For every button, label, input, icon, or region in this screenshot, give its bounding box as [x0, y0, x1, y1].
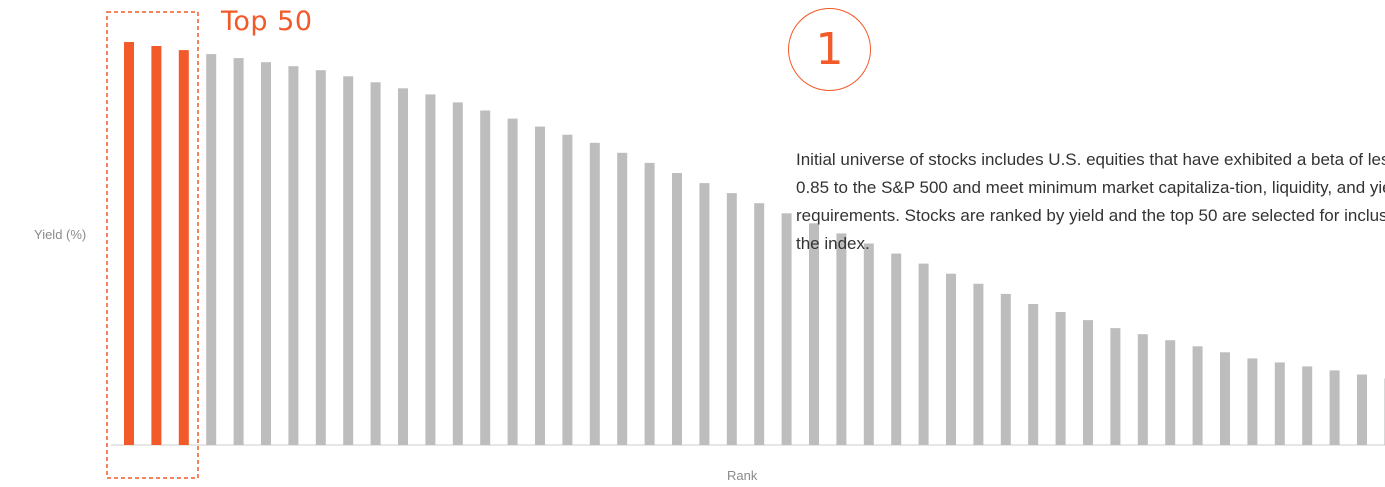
bar-rank-40	[1192, 346, 1203, 445]
bar-rank-18	[589, 142, 600, 446]
step-number-badge: 1	[788, 8, 871, 91]
bar-rank-27	[836, 233, 847, 445]
bar-rank-44	[1302, 366, 1313, 445]
bar-rank-22	[699, 183, 710, 445]
bar-rank-6	[261, 62, 271, 445]
bar-rank-43	[1274, 362, 1285, 445]
bar-rank-33	[1000, 293, 1011, 445]
bar-rank-21	[672, 173, 682, 445]
bar-rank-37	[1110, 328, 1121, 445]
bar-rank-3	[178, 50, 189, 445]
bar-rank-42	[1247, 358, 1258, 445]
step-number: 1	[815, 24, 844, 75]
bar-rank-39	[1165, 340, 1176, 445]
bar-rank-8	[315, 70, 326, 445]
bar-rank-45	[1329, 370, 1340, 445]
bar-rank-4	[206, 54, 217, 445]
bar-rank-12	[425, 94, 436, 446]
bar-rank-29	[891, 253, 902, 445]
bar-rank-19	[617, 152, 628, 446]
y-axis-label: Yield (%)	[34, 227, 87, 242]
bar-rank-20	[644, 162, 655, 445]
bar-rank-26	[809, 223, 819, 445]
bar-rank-16	[535, 126, 545, 445]
bar-rank-25	[781, 213, 792, 445]
bar-rank-32	[973, 283, 984, 445]
bar-rank-30	[918, 263, 929, 445]
bar-rank-17	[562, 134, 573, 445]
bar-rank-36	[1083, 320, 1093, 445]
bar-rank-46	[1357, 374, 1367, 445]
bar-rank-31	[946, 273, 956, 445]
highlight-label: Top 50	[221, 6, 313, 37]
bar-rank-7	[288, 66, 299, 445]
step-description: Initial universe of stocks includes U.S.…	[796, 150, 1385, 253]
bar-rank-38	[1137, 334, 1148, 445]
bar-rank-34	[1028, 304, 1039, 445]
x-axis-label: Rank	[727, 468, 758, 483]
bar-rank-35	[1055, 312, 1066, 445]
bar-rank-28	[863, 243, 874, 445]
bar-rank-1	[124, 42, 134, 445]
bar-rank-5	[233, 58, 244, 445]
bar-rank-24	[754, 203, 765, 445]
bar-rank-13	[452, 102, 463, 446]
bar-rank-9	[343, 76, 354, 446]
highlight-box	[106, 11, 199, 479]
bar-rank-11	[398, 88, 408, 446]
bar-rank-14	[480, 110, 491, 445]
bars-group	[124, 42, 1385, 446]
bar-rank-15	[507, 118, 518, 445]
bar-rank-41	[1220, 352, 1230, 445]
bar-rank-23	[726, 193, 737, 445]
bar-rank-2	[151, 46, 162, 445]
bar-rank-10	[370, 82, 381, 446]
